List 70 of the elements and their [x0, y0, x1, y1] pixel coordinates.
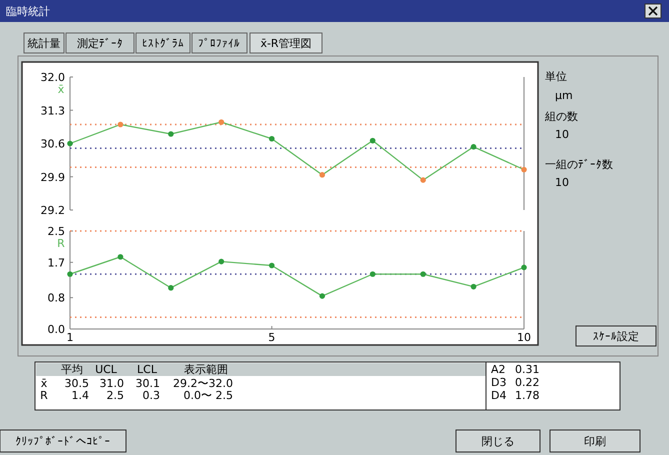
- text: ﾋｽﾄｸﾞﾗﾑ: [142, 37, 184, 50]
- text: 統計量: [28, 37, 60, 50]
- text: 2.5: [106, 389, 124, 402]
- text: R: [40, 389, 48, 402]
- point: [370, 138, 376, 144]
- point: [319, 172, 326, 178]
- text: ｽｹｰﾙ設定: [593, 330, 639, 343]
- point: [420, 177, 426, 183]
- text: ｸﾘｯﾌﾟﾎﾞｰﾄﾞへｺﾋﾟｰ: [16, 435, 110, 448]
- point: [67, 271, 73, 277]
- text: 10: [555, 128, 569, 141]
- x-tick-label: 1: [66, 331, 74, 344]
- point: [168, 131, 174, 137]
- y-axis-title: R: [57, 237, 66, 250]
- text: 30.1: [136, 377, 160, 390]
- text: 一組のﾃﾞｰﾀ数: [545, 158, 613, 171]
- y-tick-label: 0.0: [48, 323, 65, 336]
- text: 印刷: [584, 435, 606, 448]
- text: 1.4: [72, 389, 89, 402]
- text: ﾌﾟﾛﾌｧｲﾙ: [198, 37, 240, 50]
- point: [370, 271, 376, 277]
- point: [319, 293, 326, 299]
- text: 10: [555, 176, 569, 189]
- y-tick-label: 30.6: [40, 138, 65, 150]
- y-tick-label: 2.5: [48, 225, 65, 238]
- text: 0.3: [142, 389, 160, 402]
- text: 31.0: [100, 377, 124, 390]
- text: D3: [491, 376, 506, 389]
- text: x̄: [40, 377, 48, 390]
- text: 1.78: [515, 389, 540, 402]
- point: [420, 271, 426, 277]
- y-tick-label: 32.0: [40, 71, 65, 84]
- point: [118, 122, 124, 128]
- text: 0.0〜 2.5: [184, 389, 233, 402]
- text: 29.2〜32.0: [173, 377, 233, 390]
- x-tick-label: 10: [517, 331, 531, 344]
- point: [218, 119, 224, 125]
- point: [268, 262, 275, 268]
- point: [521, 166, 527, 172]
- x-tick-label: 5: [268, 331, 276, 344]
- text: μm: [555, 89, 573, 102]
- text: 閉じる: [482, 435, 514, 448]
- text: 組の数: [544, 110, 578, 123]
- point: [470, 284, 476, 290]
- y-tick-label: 29.9: [40, 170, 65, 184]
- y-tick-label: 0.8: [48, 292, 65, 305]
- y-tick-label: 29.2: [40, 204, 65, 217]
- text: 平均: [61, 363, 83, 376]
- y-axis-title: x̄: [58, 83, 65, 96]
- text: 表示範囲: [184, 363, 228, 376]
- text: UCL: [95, 363, 118, 376]
- text: 0.22: [515, 376, 540, 389]
- point: [470, 144, 476, 150]
- point: [67, 140, 73, 146]
- text: 測定ﾃﾞｰﾀ: [77, 37, 123, 50]
- point: [218, 258, 224, 264]
- point: [118, 254, 124, 260]
- text: 臨時統計: [6, 5, 50, 18]
- text: 単位: [545, 70, 567, 83]
- y-tick-label: 1.7: [48, 256, 65, 270]
- text: A2: [491, 363, 506, 376]
- point: [268, 136, 275, 142]
- text: x̄-R管理図: [260, 37, 312, 50]
- text: 0.31: [515, 363, 540, 376]
- y-tick-label: 31.3: [40, 104, 65, 118]
- text: D4: [491, 389, 506, 402]
- point: [168, 285, 174, 291]
- text: 30.5: [64, 377, 89, 390]
- point: [521, 264, 527, 270]
- text: LCL: [137, 363, 158, 376]
